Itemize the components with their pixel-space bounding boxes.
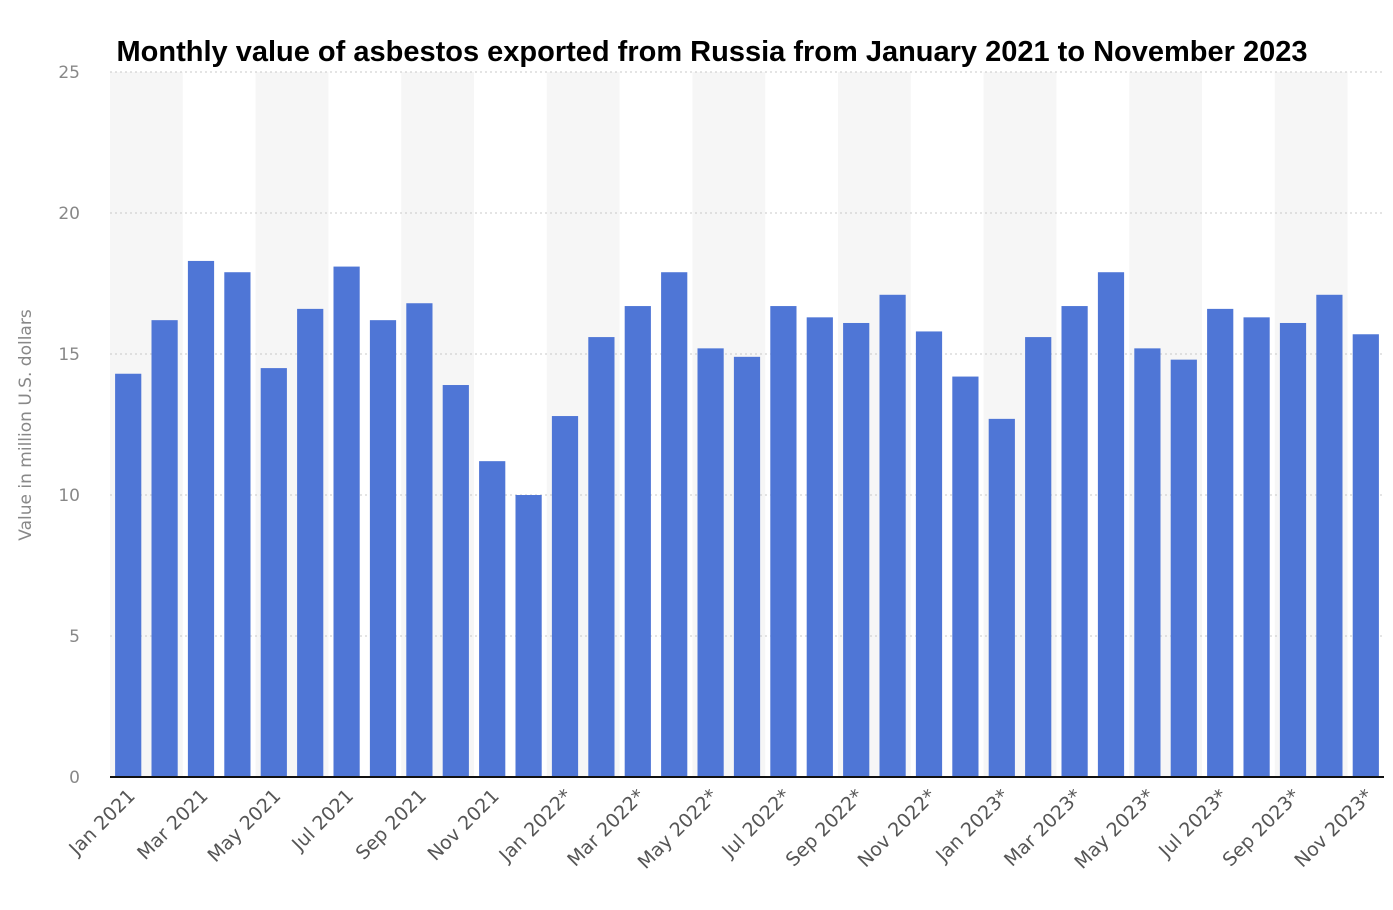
bar	[479, 461, 506, 777]
x-tick-label: Nov 2021	[423, 785, 503, 865]
bar	[224, 272, 251, 777]
bar	[151, 320, 178, 777]
bar	[187, 260, 215, 777]
y-tick-label: 20	[58, 204, 80, 224]
bar	[879, 294, 906, 777]
bar	[115, 373, 142, 777]
bar	[260, 368, 287, 777]
bar	[697, 348, 724, 777]
x-tick-label: Jan 2021	[64, 785, 139, 860]
bar	[952, 376, 979, 777]
x-tick-label: Sep 2021	[352, 785, 431, 864]
bar	[733, 356, 761, 777]
bars	[115, 260, 1379, 777]
x-tick-label: Jul 2022*	[717, 785, 795, 863]
y-tick-label: 10	[58, 486, 80, 506]
bar	[915, 331, 943, 777]
bar	[1279, 322, 1307, 777]
column-bands	[110, 72, 1348, 777]
bar	[1134, 348, 1161, 777]
x-tick-label: Jul 2023*	[1154, 785, 1232, 863]
bar	[1316, 294, 1343, 777]
x-tick-label: May 2021	[204, 785, 286, 867]
bar	[551, 416, 579, 777]
x-tick-label: Nov 2022*	[854, 785, 941, 872]
bar	[988, 418, 1015, 777]
bar	[624, 306, 651, 777]
x-tick-label: Jul 2021	[287, 785, 358, 856]
bar	[1207, 308, 1234, 777]
bar	[442, 385, 469, 777]
bar	[661, 272, 688, 777]
bar	[843, 322, 870, 777]
x-tick-label: Nov 2023*	[1290, 785, 1377, 872]
x-tick-label: Mar 2021	[133, 785, 212, 864]
bar	[369, 320, 397, 777]
y-tick-label: 0	[69, 768, 80, 788]
y-tick-label: 25	[58, 63, 80, 83]
y-axis-ticks: 0 5 10 15 20 25	[58, 63, 80, 788]
bar	[297, 308, 324, 777]
y-tick-label: 15	[58, 345, 80, 365]
bar	[515, 495, 542, 777]
bar	[1061, 306, 1088, 777]
bar	[1352, 334, 1379, 777]
bar	[333, 266, 360, 777]
chart-title: Monthly value of asbestos exported from …	[116, 36, 1308, 68]
bar	[806, 317, 833, 777]
bar	[406, 303, 433, 777]
bar	[770, 306, 797, 777]
bar	[1243, 317, 1270, 777]
bar	[1170, 359, 1197, 777]
y-tick-label: 5	[69, 627, 80, 647]
bar	[1025, 337, 1052, 777]
bar	[1097, 272, 1125, 777]
bar	[588, 337, 615, 777]
